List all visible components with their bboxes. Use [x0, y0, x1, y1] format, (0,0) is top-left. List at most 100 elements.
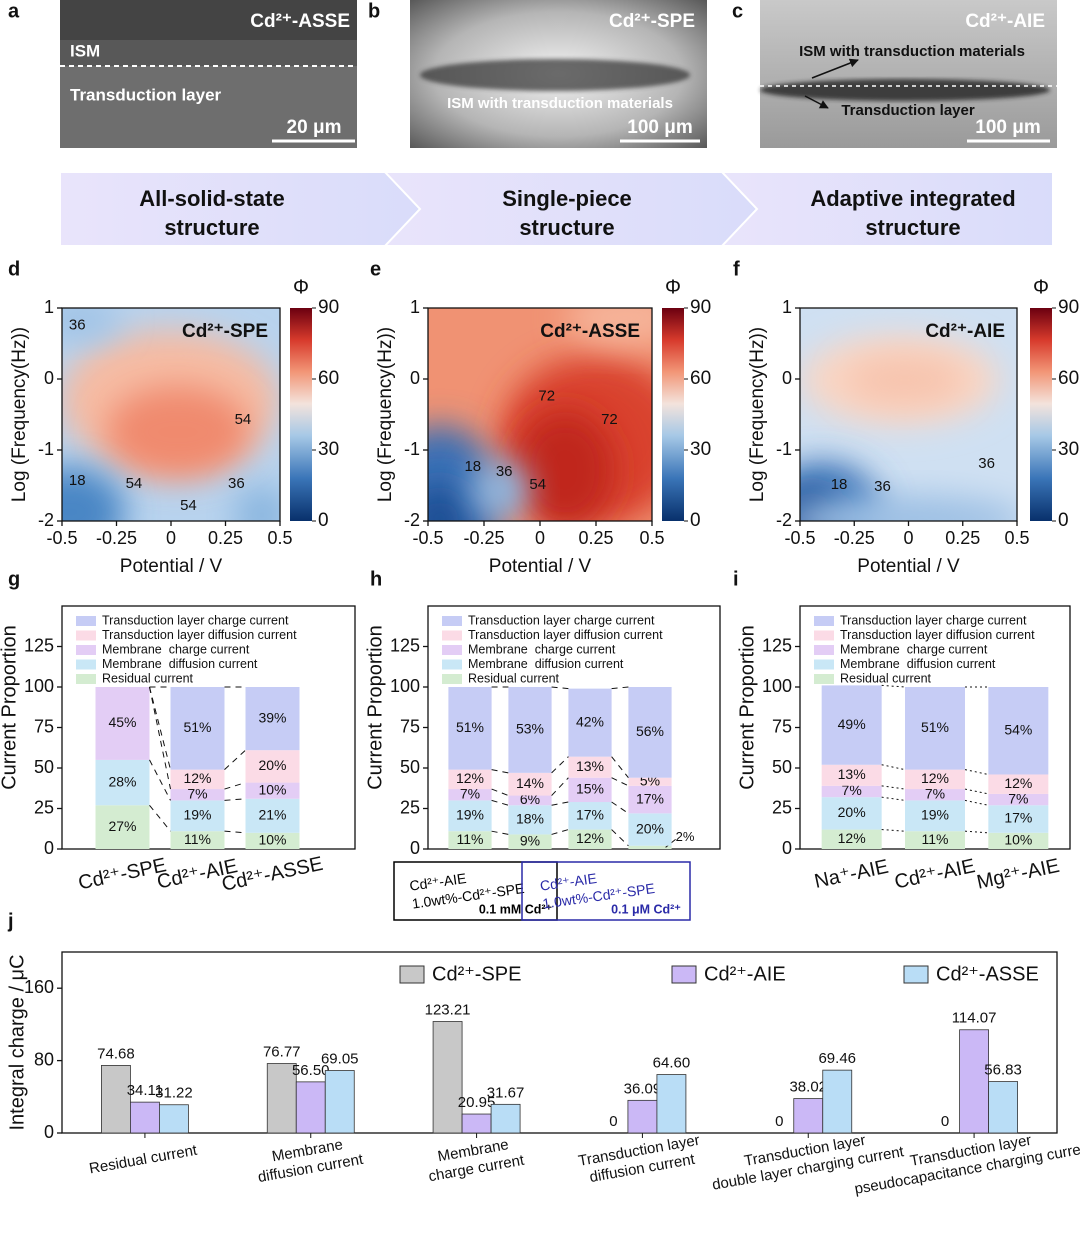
group-line: Cd²⁺-AIE — [539, 870, 598, 894]
contour-label: 72 — [601, 411, 618, 428]
legend-swatch — [442, 616, 462, 626]
x-tick-label: 0.5 — [1004, 528, 1029, 548]
heatmap-region — [62, 308, 120, 340]
value-label: 19% — [183, 806, 211, 822]
legend-swatch — [442, 630, 462, 641]
legend-swatch — [442, 645, 462, 655]
chart-title: Cd²⁺-ASSE — [540, 321, 640, 342]
panel-letter: b — [368, 0, 380, 22]
bar-segment — [821, 829, 882, 849]
bar-segment — [170, 789, 225, 801]
stage-label: structure — [164, 215, 259, 240]
bar — [490, 1103, 521, 1134]
value-label: 12% — [921, 770, 949, 786]
colorbar-tick-label: 60 — [690, 368, 711, 389]
y-tick-label: 1 — [44, 297, 54, 317]
value-label: 0 — [775, 1113, 783, 1130]
y-axis-label: Current Proportion — [364, 625, 386, 790]
bar-segment — [568, 688, 612, 757]
connector — [551, 756, 569, 774]
x-tick-label: 0 — [166, 528, 176, 548]
x-tick-label: -0.25 — [834, 528, 875, 548]
bar-segment — [95, 687, 150, 760]
contour-label: 18 — [69, 472, 86, 489]
stage-arrow — [719, 171, 1054, 247]
bar — [959, 1029, 989, 1134]
value-label: 7% — [1008, 790, 1028, 806]
colorbar-label: Φ — [293, 276, 309, 298]
value-label: 31.67 — [487, 1084, 525, 1101]
y-tick-label: 1 — [410, 297, 420, 317]
colorbar — [662, 308, 684, 521]
bar-segment — [448, 800, 492, 832]
heatmap-region — [515, 410, 615, 521]
legend-swatch — [442, 659, 462, 670]
bar-segment — [568, 802, 612, 830]
group-line: Cd²⁺-AIE — [408, 870, 467, 894]
y-axis-label: Log (Frequency(Hz)) — [747, 327, 768, 502]
bar — [324, 1070, 355, 1134]
panel-letter: e — [370, 258, 381, 280]
value-label: 12% — [576, 830, 604, 846]
bar-segment — [821, 785, 882, 798]
chart-title: Cd²⁺-AIE — [925, 321, 1005, 342]
value-label: 18% — [516, 811, 544, 827]
legend-label: Residual current — [102, 671, 194, 685]
bar-segment — [628, 777, 672, 786]
connector — [491, 769, 509, 774]
stage-label: structure — [519, 215, 614, 240]
bar — [130, 1101, 160, 1134]
bar-segment — [821, 685, 882, 765]
value-label: 11% — [184, 831, 211, 847]
bar-segment — [170, 769, 225, 790]
legend-swatch — [442, 674, 462, 684]
material-band — [760, 79, 1050, 101]
bar — [627, 1099, 658, 1134]
x-tick-label: Mg²⁺-AIE — [975, 855, 1062, 894]
y-tick-label: 50 — [34, 757, 54, 777]
connector — [149, 686, 171, 790]
panel-letter: a — [8, 0, 20, 22]
bar-segment — [988, 805, 1049, 833]
material-band — [420, 59, 690, 91]
legend-swatch — [76, 616, 96, 626]
x-tick-label: 0.5 — [639, 528, 664, 548]
stage-label: structure — [865, 215, 960, 240]
bar-segment — [245, 782, 300, 799]
value-label: 39% — [258, 709, 286, 725]
bar-segment — [628, 785, 672, 814]
connector — [551, 801, 569, 806]
heatmap-region — [428, 485, 475, 521]
value-label: 2% — [676, 829, 695, 844]
panel-letter: h — [370, 568, 382, 590]
legend-swatch — [399, 965, 425, 984]
connector — [611, 686, 629, 690]
y-tick-label: -1 — [776, 439, 792, 459]
x-tick-label: 0 — [903, 528, 913, 548]
connector — [964, 830, 989, 834]
legend-label: Membrane diffusion current — [468, 657, 624, 671]
y-tick-label: 125 — [24, 635, 54, 655]
y-tick-label: 0 — [44, 838, 54, 858]
legend-label: Cd²⁺-AIE — [704, 963, 786, 985]
contour-label: 36 — [978, 455, 995, 472]
x-tick-label: 0.25 — [578, 528, 613, 548]
layer-transduction — [60, 66, 357, 148]
scale-bar-label: 100 μm — [627, 117, 693, 138]
value-label: 17% — [1004, 810, 1032, 826]
group-note: 0.1 μM Cd²⁺ — [611, 902, 681, 916]
value-label: 56.83 — [984, 1062, 1022, 1079]
connector — [611, 777, 629, 787]
panel-letter: c — [732, 0, 743, 22]
bar-segment — [988, 774, 1049, 794]
value-label: 7% — [187, 785, 207, 801]
contour-label: 36 — [69, 317, 86, 334]
bar-segment — [508, 772, 552, 796]
connector — [881, 785, 906, 790]
micrograph — [760, 0, 1057, 148]
x-tick-label: 0.5 — [267, 528, 292, 548]
bar-segment — [821, 764, 882, 786]
value-label: 14% — [516, 775, 544, 791]
bar-segment — [245, 687, 300, 751]
heatmap — [800, 308, 1017, 521]
